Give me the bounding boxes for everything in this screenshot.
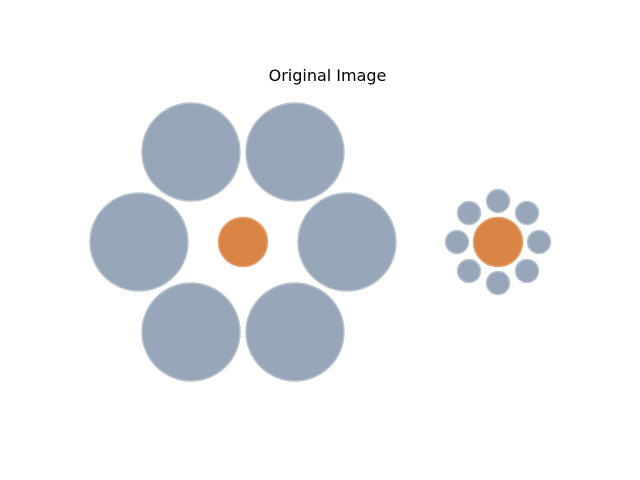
surround-circle xyxy=(141,282,241,382)
surround-circle xyxy=(245,282,345,382)
surround-circle xyxy=(526,229,552,255)
surround-circle xyxy=(456,258,482,284)
surround-circle xyxy=(141,102,241,202)
surround-circle xyxy=(514,258,540,284)
right-group xyxy=(444,188,552,296)
center-circle xyxy=(472,216,524,268)
figure-title: Original Image xyxy=(268,66,387,85)
center-circle xyxy=(217,216,269,268)
surround-circle xyxy=(245,102,345,202)
left-group xyxy=(89,102,397,382)
surround-circle xyxy=(485,270,511,296)
surround-circle xyxy=(444,229,470,255)
surround-circle xyxy=(89,192,189,292)
surround-circle xyxy=(485,188,511,214)
surround-circle xyxy=(456,200,482,226)
surround-circle xyxy=(297,192,397,292)
surround-circle xyxy=(514,200,540,226)
